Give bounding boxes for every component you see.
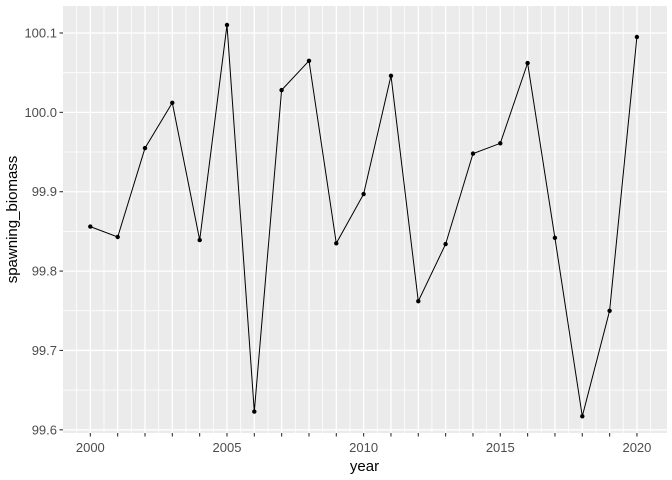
data-point	[334, 241, 339, 246]
data-point	[142, 145, 148, 151]
x-tick-label: 2010	[349, 440, 378, 455]
data-point	[470, 151, 476, 156]
data-point	[88, 224, 93, 229]
data-point	[115, 234, 120, 240]
y-tick-label: 99.8	[32, 264, 57, 279]
data-point	[416, 299, 421, 304]
data-point	[388, 73, 394, 79]
data-point	[252, 409, 257, 414]
data-point	[361, 191, 366, 197]
data-point	[224, 22, 230, 28]
x-tick-label: 2005	[213, 440, 242, 455]
data-point	[525, 60, 530, 66]
data-point	[279, 87, 284, 93]
data-point	[443, 241, 448, 247]
data-point	[634, 34, 640, 40]
y-tick-label: 99.9	[32, 184, 57, 199]
y-axis-title: spawning_biomass	[4, 156, 21, 284]
x-tick-label: 2015	[486, 440, 515, 455]
x-axis-title: year	[350, 458, 379, 475]
y-tick-label: 100.0	[24, 105, 57, 120]
y-tick-label: 99.6	[32, 422, 57, 437]
data-point	[306, 58, 312, 63]
panel-background	[63, 6, 667, 433]
data-point	[580, 414, 585, 419]
data-point	[552, 235, 558, 240]
data-point	[170, 100, 175, 106]
data-point	[498, 141, 503, 146]
chart-layer: 2000 2005 2010 2015 2020 99.6 99.7 99.8 99.9 100.…	[24, 6, 667, 455]
data-point	[197, 237, 202, 243]
x-tick-label: 2020	[622, 440, 651, 455]
data-point	[607, 308, 612, 313]
x-tick-label: 2000	[76, 440, 105, 455]
y-tick-label: 99.7	[32, 343, 57, 358]
y-tick-label: 100.1	[24, 25, 57, 40]
